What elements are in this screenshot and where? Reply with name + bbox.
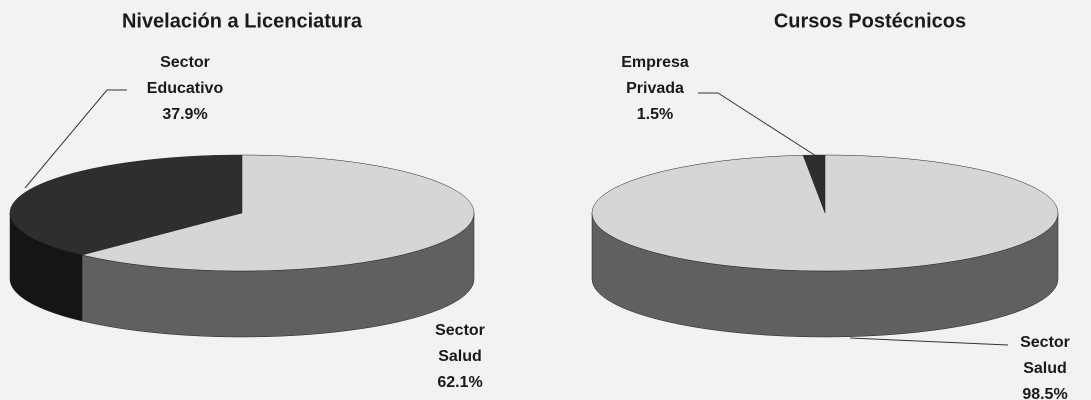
slice-label: Sector Educativo 37.9%: [142, 50, 228, 128]
slice: [9, 154, 243, 256]
category-label: Sector Educativo: [146, 54, 224, 97]
value-label: 1.5%: [636, 106, 674, 123]
value-label: 37.9%: [162, 106, 208, 123]
slice-label: Sector Salud 98.5%: [1002, 330, 1088, 400]
leader-line: [849, 337, 1009, 346]
leader-line: [698, 92, 817, 157]
category-label: Sector Salud: [1020, 334, 1070, 377]
category-label: Empresa Privada: [621, 54, 689, 97]
pie-tops: [591, 154, 1059, 272]
slice-label: Empresa Privada 1.5%: [612, 50, 698, 128]
value-label: 62.1%: [437, 374, 483, 391]
leader-line: [24, 89, 127, 189]
value-label: 98.5%: [1022, 386, 1068, 400]
slice: [591, 154, 1059, 272]
chart-title: Nivelación a Licenciatura: [122, 10, 363, 32]
slice: [82, 154, 475, 272]
pie-tops: [9, 154, 475, 272]
chart-title: Cursos Postécnicos: [774, 10, 966, 32]
slice-label: Sector Salud 62.1%: [417, 318, 503, 396]
category-label: Sector Salud: [435, 322, 485, 365]
